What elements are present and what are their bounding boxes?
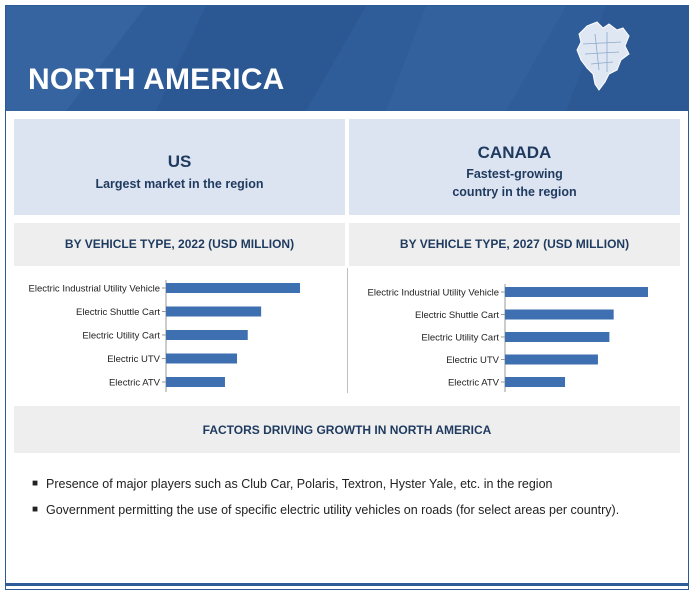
- square-bullet-icon: ■: [32, 478, 39, 489]
- category-label: Electric Shuttle Cart: [415, 310, 499, 321]
- bar: [166, 330, 248, 340]
- chart-divider: [347, 268, 348, 393]
- canada-panel: CANADA Fastest-growing country in the re…: [349, 119, 680, 215]
- list-item: ■ Presence of major players such as Club…: [32, 476, 672, 502]
- category-label: Electric Utility Cart: [421, 333, 499, 344]
- us-subtitle: Largest market in the region: [95, 177, 264, 191]
- list-item: ■ Government permitting the use of speci…: [32, 502, 672, 528]
- infographic-frame: NORTH AMERICA US Largest market in the r…: [5, 5, 689, 590]
- category-label: Electric ATV: [448, 378, 500, 389]
- category-label: Electric Industrial Utility Vehicle: [368, 288, 499, 299]
- bar: [505, 309, 614, 320]
- category-label: Electric UTV: [107, 354, 160, 365]
- bar: [505, 332, 610, 342]
- canada-chart-title-strip: BY VEHICLE TYPE, 2027 (USD MILLION): [349, 223, 680, 266]
- bar: [505, 377, 566, 387]
- north-america-map-icon: [576, 21, 630, 91]
- page-title: NORTH AMERICA: [28, 63, 285, 96]
- bar: [166, 353, 238, 364]
- us-vehicle-type-chart: Electric Industrial Utility Vehicle Elect…: [29, 280, 300, 392]
- canada-country-name: CANADA: [477, 143, 552, 162]
- category-label: Electric Industrial Utility Vehicle: [29, 284, 160, 295]
- bar: [166, 306, 262, 317]
- bottom-rule: [6, 583, 688, 586]
- us-country-name: US: [167, 152, 192, 171]
- factors-heading: FACTORS DRIVING GROWTH IN NORTH AMERICA: [202, 423, 492, 437]
- factors-list: ■ Presence of major players such as Club…: [32, 476, 672, 528]
- canada-subtitle-line-2: country in the region: [452, 185, 577, 199]
- us-panel: US Largest market in the region: [14, 119, 345, 215]
- square-bullet-icon: ■: [32, 504, 39, 515]
- us-chart-title: BY VEHICLE TYPE, 2022 (USD MILLION): [64, 237, 295, 251]
- category-label: Electric UTV: [446, 355, 499, 366]
- category-label: Electric ATV: [109, 378, 161, 389]
- title-banner: NORTH AMERICA: [6, 6, 688, 111]
- category-label: Electric Shuttle Cart: [76, 307, 160, 318]
- us-chart-title-strip: BY VEHICLE TYPE, 2022 (USD MILLION): [14, 223, 345, 266]
- bar: [166, 377, 225, 387]
- factors-heading-strip: FACTORS DRIVING GROWTH IN NORTH AMERICA: [14, 406, 680, 453]
- bar: [505, 354, 598, 365]
- bar: [166, 283, 300, 293]
- factor-text: Government permitting the use of specifi…: [46, 503, 620, 517]
- bar: [505, 287, 648, 297]
- canada-subtitle-line-1: Fastest-growing: [466, 167, 563, 181]
- factor-text: Presence of major players such as Club C…: [46, 477, 553, 491]
- canada-chart-title: BY VEHICLE TYPE, 2027 (USD MILLION): [399, 237, 630, 251]
- category-label: Electric Utility Cart: [82, 331, 160, 342]
- canada-vehicle-type-chart: Electric Industrial Utility Vehicle Elect…: [368, 284, 648, 392]
